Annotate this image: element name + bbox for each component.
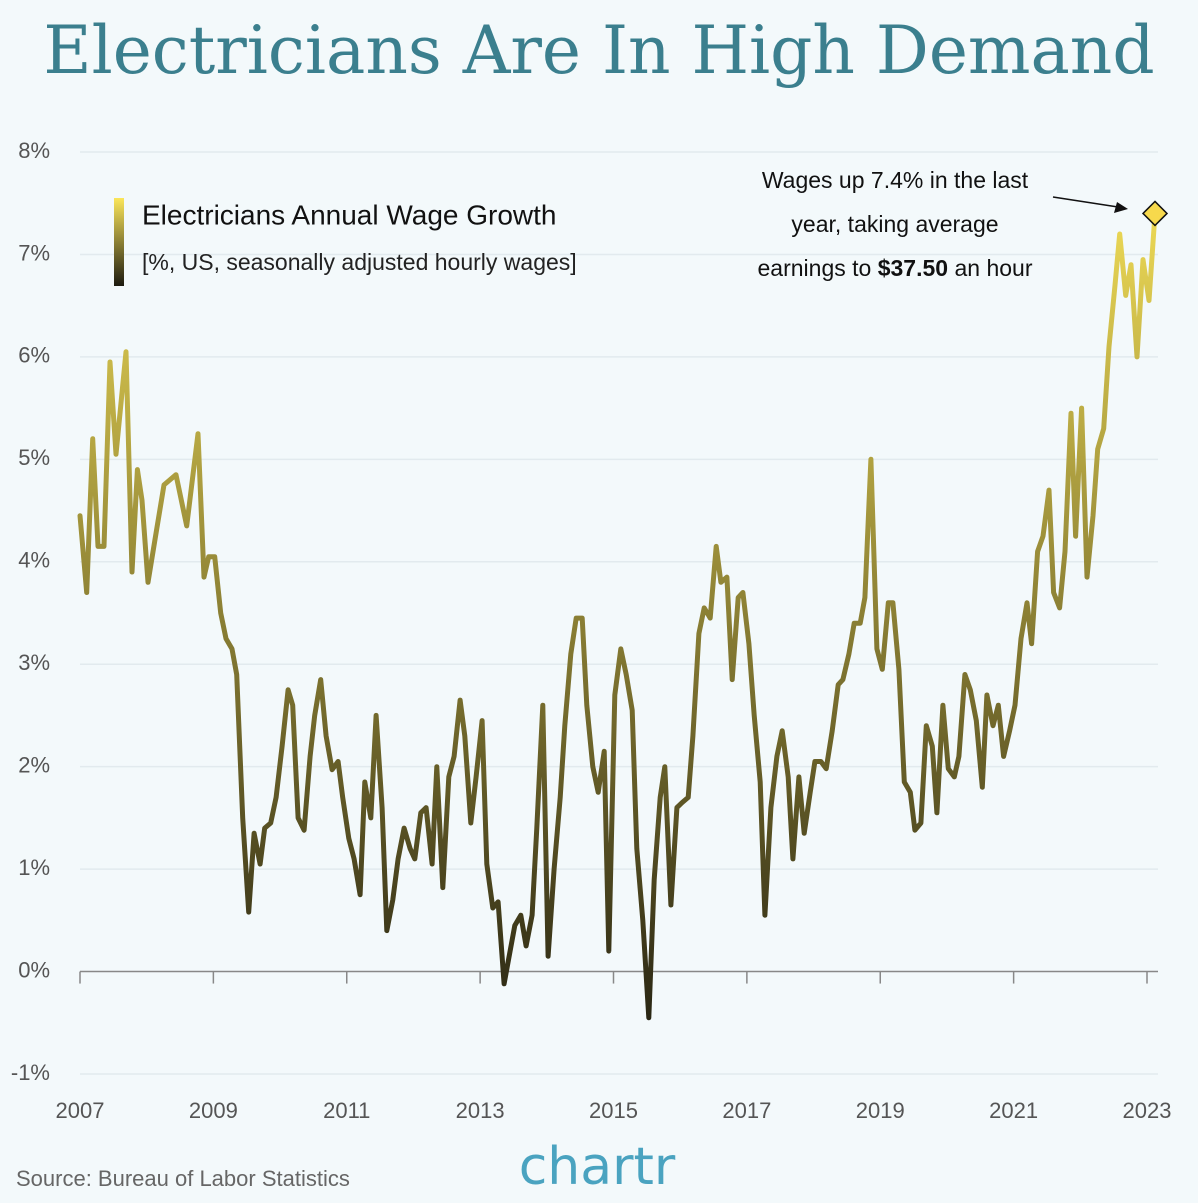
x-tick-label: 2007 bbox=[56, 1098, 105, 1123]
annotation-arrow bbox=[1052, 196, 1119, 208]
annotation-part: earnings to bbox=[758, 255, 878, 281]
y-tick-label: 1% bbox=[18, 855, 50, 880]
legend-note: [%, US, seasonally adjusted hourly wages… bbox=[142, 249, 577, 275]
y-tick-label: 4% bbox=[18, 548, 50, 573]
last-point-marker bbox=[1141, 200, 1169, 227]
source: Source: Bureau of Labor Statistics bbox=[16, 1166, 350, 1191]
y-tick-label: 3% bbox=[18, 650, 50, 675]
chart-title: Electricians Are In High Demand bbox=[43, 12, 1154, 89]
brand-logo: chartr bbox=[519, 1137, 676, 1197]
y-tick-label: 6% bbox=[18, 343, 50, 368]
annotation-part: an hour bbox=[948, 255, 1033, 281]
x-tick-label: 2019 bbox=[856, 1098, 905, 1123]
annotation-arrowhead bbox=[1114, 202, 1128, 213]
y-tick-label: 7% bbox=[18, 240, 50, 265]
x-tick-label: 2013 bbox=[456, 1098, 505, 1123]
legend-label: Electricians Annual Wage Growth bbox=[142, 199, 557, 230]
annotation-line: year, taking average bbox=[791, 211, 998, 237]
x-tick-label: 2023 bbox=[1123, 1098, 1172, 1123]
x-tick-label: 2021 bbox=[989, 1098, 1038, 1123]
legend-swatch bbox=[114, 198, 124, 286]
x-tick-label: 2011 bbox=[323, 1098, 370, 1123]
data-line bbox=[77, 211, 1158, 1021]
y-tick-label: -1% bbox=[11, 1060, 50, 1085]
annotation-part: $37.50 bbox=[878, 255, 948, 281]
annotation-line: earnings to $37.50 an hour bbox=[758, 255, 1033, 281]
x-tick-label: 2015 bbox=[589, 1098, 638, 1123]
y-tick-label: 0% bbox=[18, 957, 50, 982]
x-tick-label: 2009 bbox=[189, 1098, 238, 1123]
x-tick-label: 2017 bbox=[722, 1098, 771, 1123]
y-tick-label: 2% bbox=[18, 752, 50, 777]
y-tick-label: 8% bbox=[18, 138, 50, 163]
annotation-line: Wages up 7.4% in the last bbox=[762, 167, 1029, 193]
y-tick-label: 5% bbox=[18, 445, 50, 470]
